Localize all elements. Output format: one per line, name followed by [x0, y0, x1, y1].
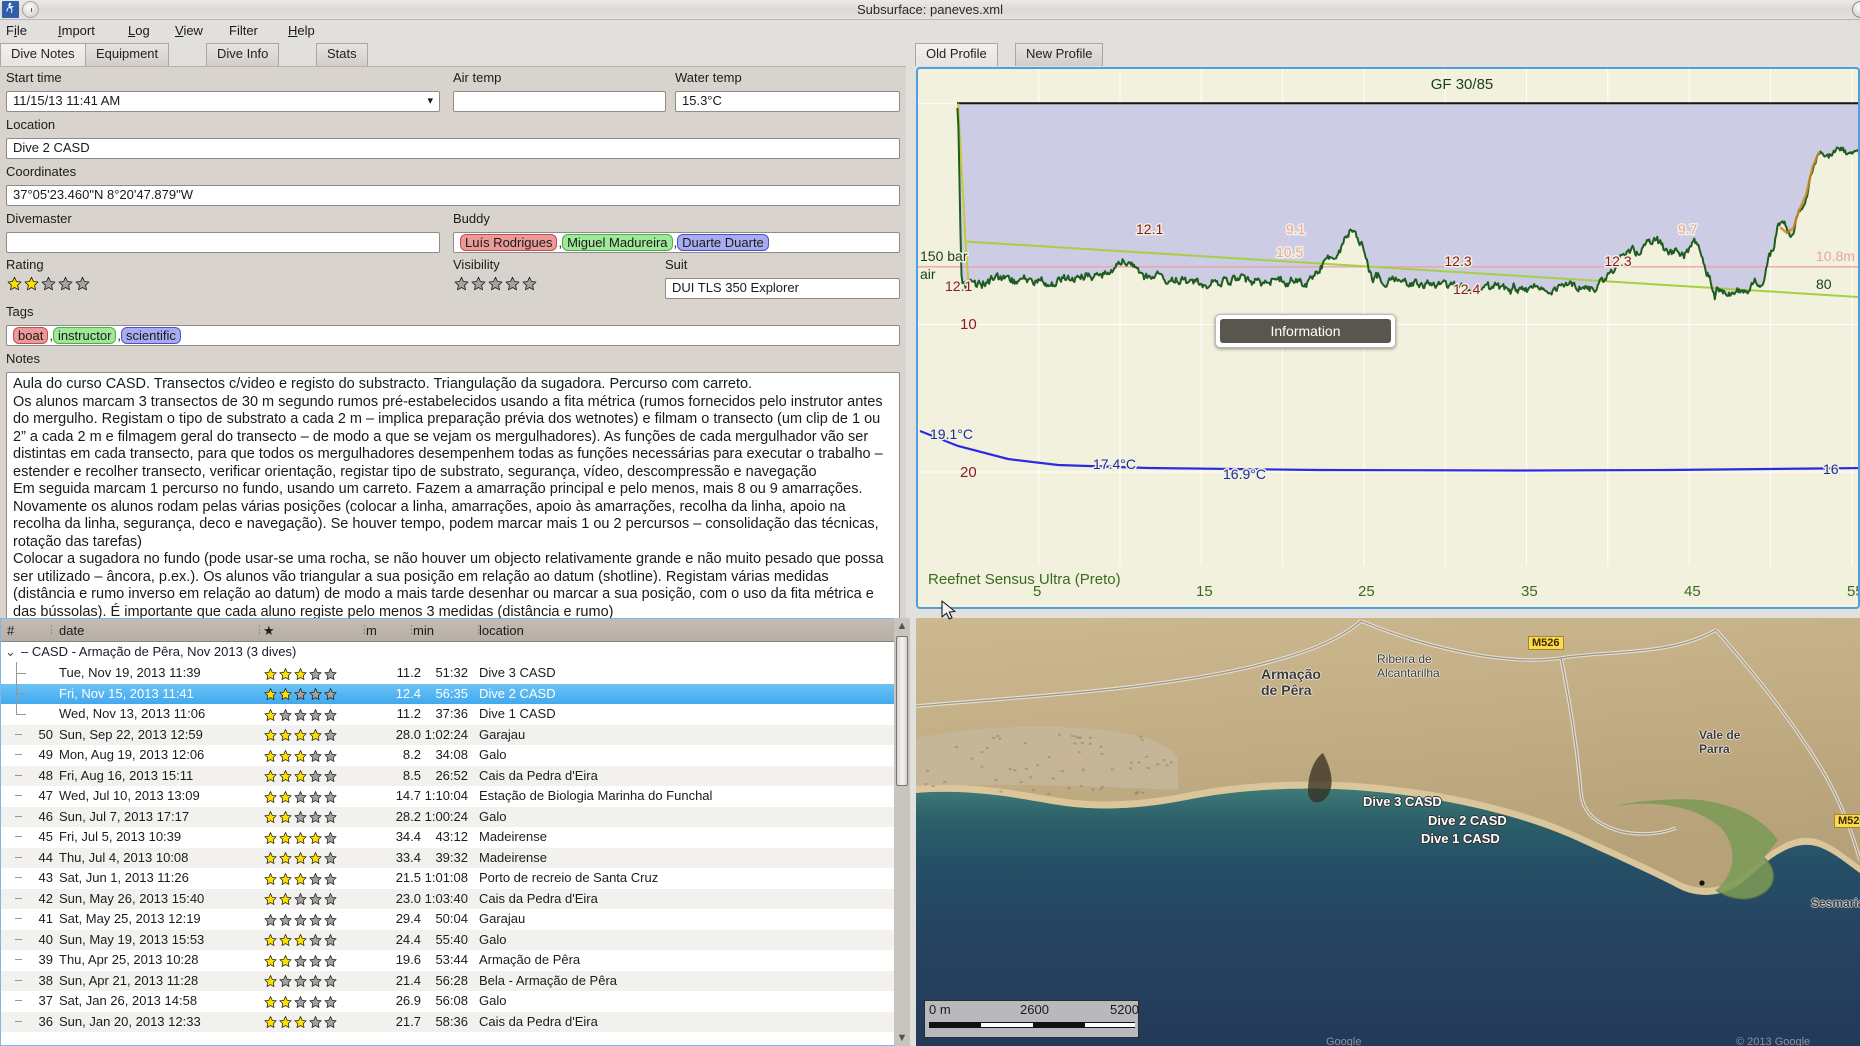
- svg-text:10: 10: [960, 316, 977, 333]
- svg-text:9.7: 9.7: [1678, 221, 1698, 237]
- svg-text:12.3: 12.3: [1444, 253, 1471, 269]
- svg-text:45: 45: [1684, 583, 1701, 600]
- svg-text:16: 16: [1823, 461, 1839, 477]
- svg-text:35: 35: [1521, 583, 1538, 600]
- svg-text:GF 30/85: GF 30/85: [1431, 76, 1494, 93]
- svg-text:16.9°C: 16.9°C: [1223, 466, 1266, 482]
- svg-text:air: air: [920, 266, 936, 282]
- svg-text:15: 15: [1196, 583, 1213, 600]
- svg-text:10.8m: 10.8m: [1816, 248, 1855, 264]
- svg-text:25: 25: [1358, 583, 1375, 600]
- svg-text:10.5: 10.5: [1276, 244, 1303, 260]
- svg-text:9.1: 9.1: [1286, 221, 1306, 237]
- svg-text:150 bar: 150 bar: [920, 248, 968, 264]
- svg-text:12.3: 12.3: [1604, 253, 1631, 269]
- svg-text:Reefnet Sensus Ultra (Preto): Reefnet Sensus Ultra (Preto): [928, 571, 1121, 588]
- svg-text:12.1: 12.1: [945, 278, 972, 294]
- svg-text:17.4°C: 17.4°C: [1093, 456, 1136, 472]
- svg-text:12.1: 12.1: [1136, 221, 1163, 237]
- svg-text:19.1°C: 19.1°C: [930, 426, 973, 442]
- svg-text:80: 80: [1816, 276, 1832, 292]
- svg-text:55: 55: [1847, 583, 1860, 600]
- svg-text:20: 20: [960, 464, 977, 481]
- svg-text:12.4: 12.4: [1453, 281, 1480, 297]
